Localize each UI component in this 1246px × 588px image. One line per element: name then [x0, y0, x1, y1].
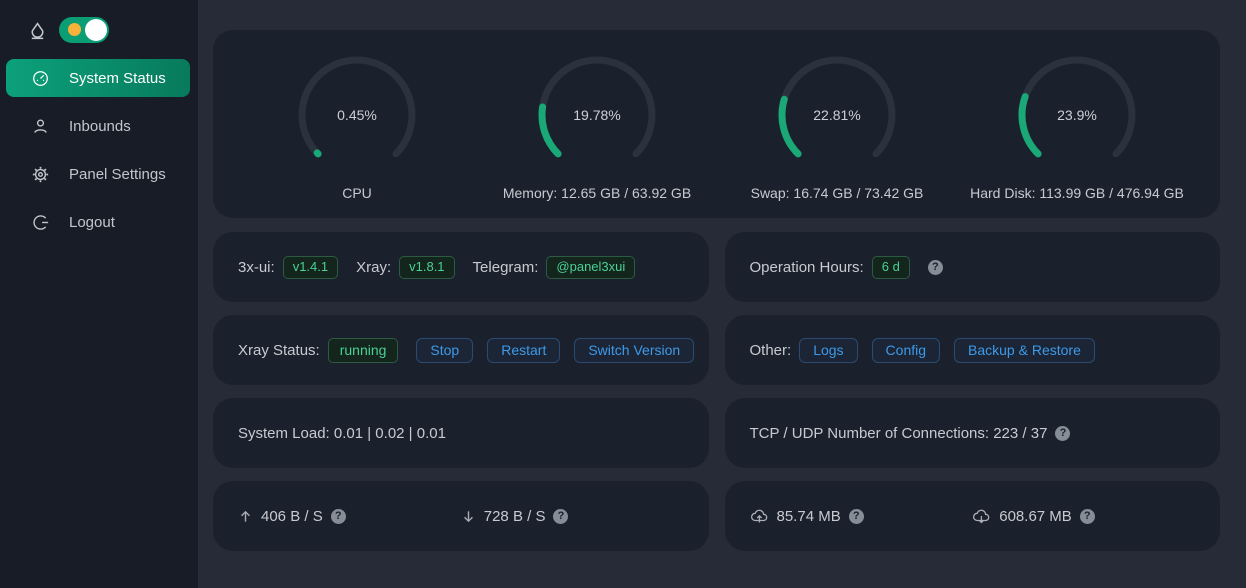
system-gauges-card: 0.45% CPU 19.78% Memory: 12.65 GB / 63.9… [213, 30, 1220, 218]
other-label: Other: [749, 341, 792, 359]
sun-icon [68, 23, 81, 36]
sidebar-item-label: System Status [69, 69, 166, 87]
traffic-totals-card: 85.74 MB ? 608.67 MB ? [724, 481, 1220, 551]
help-icon[interactable]: ? [553, 508, 569, 524]
gauge-swap: 22.81% Swap: 16.74 GB / 73.42 GB [717, 53, 957, 218]
theme-icon [28, 21, 47, 40]
download-speed-value: 728 B / S [483, 507, 546, 525]
help-icon[interactable]: ? [1079, 508, 1095, 524]
main-content: 0.45% CPU 19.78% Memory: 12.65 GB / 63.9… [198, 0, 1246, 588]
operation-hours-card: Operation Hours: 6 d ? [724, 232, 1220, 302]
xray-version-label: Xray: [356, 258, 392, 276]
telegram-label: Telegram: [472, 258, 539, 276]
sidebar-item-inbounds[interactable]: Inbounds [6, 107, 190, 145]
panel-version-tag: v1.4.1 [282, 255, 339, 279]
help-icon[interactable]: ? [927, 259, 943, 275]
gauge-swap-caption: Swap: 16.74 GB / 73.42 GB [750, 185, 924, 201]
sidebar-top [0, 17, 198, 43]
cloud-download-icon [972, 508, 991, 524]
connections-text: TCP / UDP Number of Connections: 223 / 3… [749, 424, 1048, 442]
operation-hours-label: Operation Hours: [749, 258, 864, 276]
arrow-up-icon [238, 509, 253, 524]
xray-status-card: Xray Status: running Stop Restart Switch… [213, 315, 709, 385]
total-download: 608.67 MB ? [972, 508, 1220, 525]
switch-version-button[interactable]: Switch Version [574, 337, 695, 363]
gauge-memory-percent: 19.78% [573, 107, 621, 123]
sidebar-item-system-status[interactable]: System Status [6, 59, 190, 97]
gauge-hard-disk: 23.9% Hard Disk: 113.99 GB / 476.94 GB [957, 53, 1197, 218]
operation-hours-tag: 6 d [871, 255, 910, 279]
stop-button[interactable]: Stop [416, 337, 474, 363]
logs-button[interactable]: Logs [799, 337, 858, 363]
xray-status-tag: running [327, 337, 399, 363]
help-icon[interactable]: ? [1055, 425, 1071, 441]
network-speed-card: 406 B / S ? 728 B / S ? [213, 481, 709, 551]
connections-card: TCP / UDP Number of Connections: 223 / 3… [724, 398, 1220, 468]
gauge-cpu: 0.45% CPU [237, 53, 477, 218]
cloud-upload-icon [750, 508, 769, 524]
gauge-hard-disk-caption: Hard Disk: 113.99 GB / 476.94 GB [970, 185, 1184, 201]
gauge-memory-caption: Memory: 12.65 GB / 63.92 GB [502, 185, 692, 201]
gauge-swap-percent: 22.81% [813, 107, 861, 123]
system-load-card: System Load: 0.01 | 0.02 | 0.01 [213, 398, 709, 468]
panel-version-label: 3x-ui: [238, 258, 275, 276]
dark-mode-toggle[interactable] [59, 17, 109, 43]
config-button[interactable]: Config [871, 337, 941, 363]
gauge-hard-disk-percent: 23.9% [1057, 107, 1097, 123]
toggle-knob [85, 19, 107, 41]
sidebar-item-logout[interactable]: Logout [6, 203, 190, 241]
sidebar-item-label: Panel Settings [69, 165, 166, 183]
restart-button[interactable]: Restart [487, 337, 561, 363]
sidebar: System Status Inbounds [0, 0, 198, 588]
user-icon [31, 117, 49, 135]
backup-restore-button[interactable]: Backup & Restore [954, 337, 1095, 363]
other-actions-card: Other: Logs Config Backup & Restore [724, 315, 1220, 385]
help-icon[interactable]: ? [848, 508, 864, 524]
gauge-cpu-caption: CPU [342, 185, 372, 201]
logout-icon [31, 213, 49, 231]
gauge-cpu-percent: 0.45% [337, 107, 377, 123]
info-cards-grid: 3x-ui: v1.4.1 Xray: v1.8.1 Telegram: @pa… [213, 232, 1220, 551]
dashboard-icon [31, 69, 49, 87]
upload-speed-value: 406 B / S [261, 507, 323, 525]
sidebar-item-panel-settings[interactable]: Panel Settings [6, 155, 190, 193]
total-upload: 85.74 MB ? [725, 508, 973, 525]
help-icon[interactable]: ? [330, 508, 346, 524]
upload-speed: 406 B / S ? [213, 508, 461, 525]
sidebar-item-label: Inbounds [69, 117, 131, 135]
xray-version-tag: v1.8.1 [399, 255, 455, 279]
sidebar-nav: System Status Inbounds [0, 59, 198, 241]
total-upload-value: 85.74 MB [776, 507, 841, 525]
xray-status-label: Xray Status: [238, 341, 320, 359]
system-load-text: System Load: 0.01 | 0.02 | 0.01 [238, 424, 446, 442]
gear-icon [31, 165, 49, 183]
sidebar-item-label: Logout [69, 213, 115, 231]
arrow-down-icon [461, 509, 476, 524]
total-download-value: 608.67 MB [999, 507, 1072, 525]
versions-card: 3x-ui: v1.4.1 Xray: v1.8.1 Telegram: @pa… [213, 232, 709, 302]
telegram-handle-tag[interactable]: @panel3xui [546, 255, 636, 279]
download-speed: 728 B / S ? [461, 508, 709, 525]
gauge-memory: 19.78% Memory: 12.65 GB / 63.92 GB [477, 53, 717, 218]
